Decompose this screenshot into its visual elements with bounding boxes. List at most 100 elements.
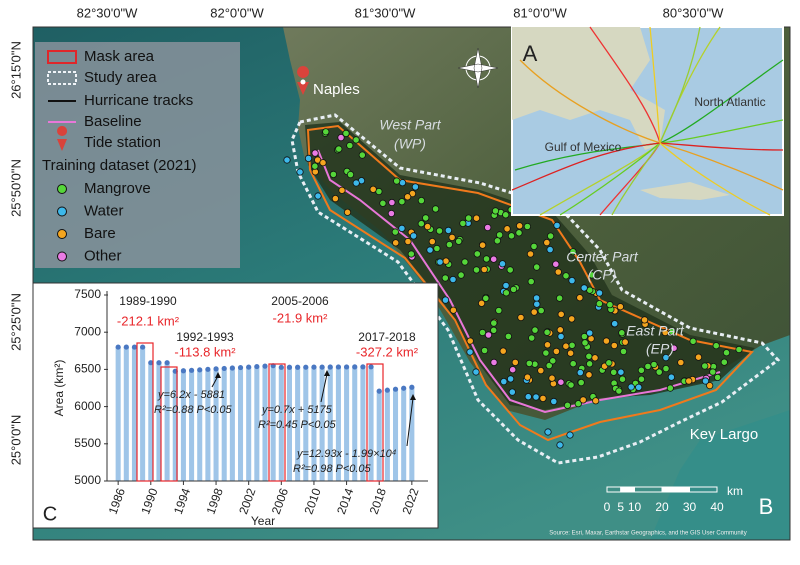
training-point <box>552 260 560 268</box>
bar-marker <box>311 364 317 370</box>
training-point <box>621 338 629 346</box>
lon-label: 82°0'0"W <box>210 5 264 20</box>
legend-label: Study area <box>84 69 157 86</box>
training-point <box>592 397 600 405</box>
bar-marker <box>368 364 374 370</box>
inset-label: North Atlantic <box>694 95 765 109</box>
training-point <box>574 400 582 408</box>
training-point <box>655 368 663 376</box>
bar-marker <box>188 367 195 373</box>
training-point <box>343 208 352 216</box>
training-point <box>562 272 570 280</box>
training-point <box>555 294 564 302</box>
bar <box>221 368 227 481</box>
training-point <box>417 197 425 205</box>
change-box <box>136 342 154 482</box>
training-point <box>502 281 510 290</box>
scale-label: 10 <box>628 500 642 514</box>
training-point <box>605 359 613 367</box>
training-point <box>722 349 731 357</box>
bar-marker <box>295 364 301 370</box>
legend-label: Tide station <box>84 134 161 151</box>
training-point <box>464 214 473 222</box>
training-point <box>662 364 670 373</box>
bar-marker <box>335 364 342 370</box>
training-point <box>466 337 474 345</box>
bar-marker <box>409 384 415 390</box>
training-point <box>525 359 533 367</box>
training-point <box>507 232 516 240</box>
lat-labels: 26°15'0"N 25°50'0"N 25°25'0"N 25°0'0"N <box>8 41 23 465</box>
bar-marker <box>254 363 260 370</box>
training-point <box>546 232 555 240</box>
training-point <box>442 257 450 265</box>
scale-bar: 0 5 10 20 30 40 <box>604 486 724 514</box>
training-point <box>311 149 319 157</box>
region-code: (CP) <box>588 267 617 283</box>
training-point <box>557 378 565 386</box>
training-point <box>398 224 406 232</box>
training-point <box>435 227 444 235</box>
training-point <box>644 362 652 370</box>
training-point <box>552 347 561 355</box>
inset-a: A North Atlantic Gulf of Mexico <box>511 26 784 216</box>
training-point <box>527 277 535 286</box>
training-point <box>466 348 474 356</box>
training-point <box>543 328 551 336</box>
reef-water <box>650 410 790 540</box>
training-point <box>436 258 444 266</box>
training-point <box>319 159 327 167</box>
bar <box>213 368 219 481</box>
panel-label: A <box>523 41 538 66</box>
y-tick-label: 6500 <box>74 362 101 376</box>
bar <box>368 366 374 481</box>
training-point <box>661 328 669 337</box>
training-point <box>637 366 646 374</box>
training-point <box>508 388 516 396</box>
training-point <box>595 300 604 308</box>
training-point <box>526 250 535 258</box>
bar-marker <box>221 365 227 372</box>
bar <box>237 367 244 481</box>
hurricane-tracks <box>511 26 784 216</box>
legend-symbol <box>57 251 67 262</box>
scale-label: 20 <box>655 500 669 514</box>
training-point <box>627 383 635 391</box>
training-point <box>346 141 354 150</box>
training-point <box>569 360 577 368</box>
training-point <box>423 223 432 231</box>
fit-stats: R²=0.45 P<0.05 <box>258 419 337 431</box>
training-point <box>409 232 418 240</box>
legend-classes: Mangrove Water Bare Other <box>57 180 151 264</box>
change-box <box>268 363 286 482</box>
lat-label: 25°25'0"N <box>8 293 23 351</box>
training-point <box>615 387 623 395</box>
y-tick-label: 5000 <box>74 473 101 487</box>
bar-marker <box>246 364 252 370</box>
training-point <box>640 316 649 324</box>
bar <box>384 390 390 481</box>
training-point <box>388 198 396 207</box>
training-point <box>537 366 545 375</box>
lat-label: 25°50'0"N <box>8 159 23 217</box>
training-point <box>550 397 558 406</box>
bar <box>295 367 301 481</box>
training-point <box>490 326 498 334</box>
training-point <box>576 368 584 377</box>
annotation-period: 2005-2006 <box>271 294 329 308</box>
training-point <box>393 177 401 185</box>
training-point <box>472 266 481 274</box>
bar-marker <box>140 344 146 350</box>
x-axis-label: Year <box>251 514 275 528</box>
training-point <box>358 151 366 159</box>
fit-equation: y=6.2x - 5881 <box>157 389 225 401</box>
lon-label: 82°30'0"W <box>77 5 138 20</box>
bar-marker <box>197 367 203 373</box>
training-point <box>457 271 465 279</box>
annotation-period: 2017-2018 <box>358 330 416 344</box>
training-point <box>617 368 625 376</box>
bar <box>156 362 162 481</box>
annotation-arrow <box>406 397 414 447</box>
training-point <box>701 377 710 385</box>
